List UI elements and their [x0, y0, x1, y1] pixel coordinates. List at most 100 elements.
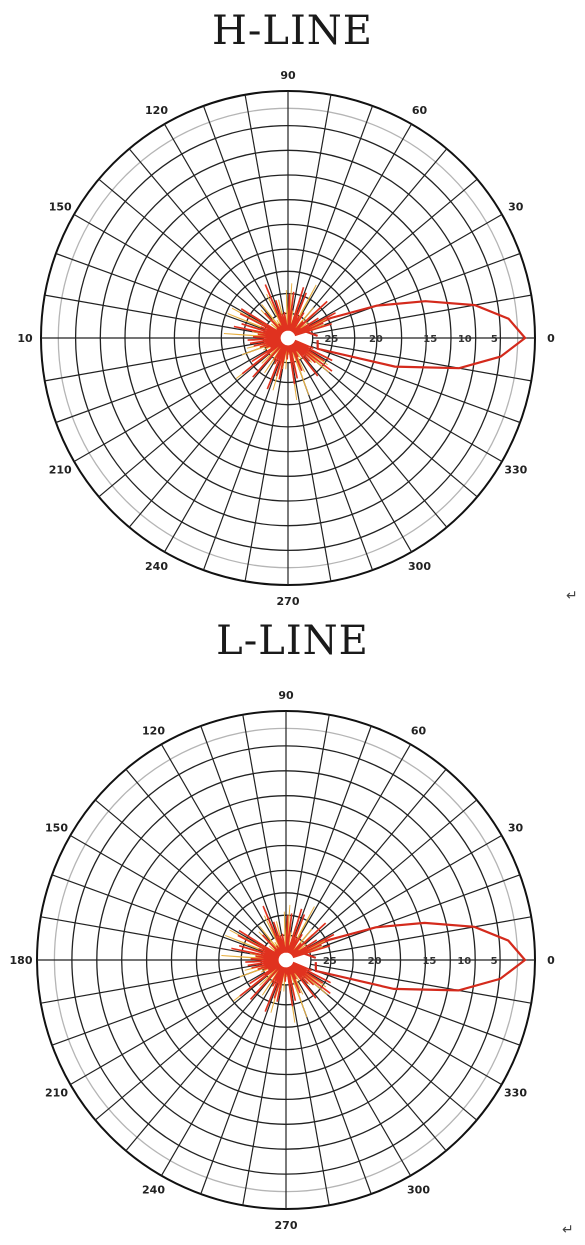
- angle-tick-label: 270: [277, 595, 300, 608]
- polar-grid-spoke: [51, 874, 263, 953]
- polar-chart-l-line: 0 30 60 90 120 150 180 210 240 270 300 330 5 10 15 20 25: [10, 689, 556, 1230]
- polar-grid-spoke: [94, 799, 268, 945]
- polar-grid-spoke: [94, 975, 268, 1121]
- angle-tick-label: 330: [504, 1087, 527, 1100]
- polar-grid-spoke: [304, 799, 478, 945]
- polar-grid-spoke: [295, 105, 374, 316]
- polar-grid-spoke: [98, 353, 270, 498]
- angle-tick-label: 240: [145, 560, 168, 573]
- polar-grid-spoke: [242, 714, 283, 936]
- polar-grid-spoke: [306, 353, 478, 498]
- polar-grid-spoke: [293, 983, 372, 1195]
- chart-title-l-line: L-LINE: [216, 618, 369, 664]
- polar-grid-spoke: [304, 975, 478, 1121]
- polar-grid-spoke: [309, 967, 521, 1046]
- polar-grid-spoke: [128, 356, 273, 528]
- angle-tick-label: 90: [278, 689, 294, 702]
- angle-tick-label: 30: [508, 822, 524, 835]
- polar-grid-spoke: [163, 123, 277, 317]
- polar-grid-spoke: [128, 148, 273, 320]
- radial-tick-label: 20: [368, 956, 382, 967]
- angle-tick-label: 60: [412, 104, 428, 117]
- polar-grid-spoke: [125, 978, 271, 1152]
- polar-grid-spoke: [301, 768, 447, 942]
- polar-grid-spoke: [73, 349, 267, 463]
- radial-tick-label: 10: [458, 334, 472, 345]
- polar-grid-spoke: [293, 725, 372, 937]
- angle-tick-label: 210: [45, 1087, 68, 1100]
- polar-grid-spoke: [200, 983, 279, 1195]
- angle-tick-label: 300: [407, 1184, 430, 1197]
- angle-tick-label: 90: [280, 69, 296, 82]
- polar-grid-spoke: [200, 725, 279, 937]
- polar-grid-spoke: [299, 123, 413, 317]
- radial-tick-label: 10: [457, 956, 471, 967]
- polar-grid-spoke: [299, 359, 413, 553]
- radial-tick-label: 25: [324, 334, 338, 345]
- polar-grid-spoke: [301, 978, 447, 1152]
- polar-grid-spoke: [289, 714, 330, 936]
- polar-grid-spoke: [70, 834, 265, 949]
- return-mark-icon: ↵: [566, 588, 578, 604]
- polar-grid-spoke: [202, 105, 281, 316]
- angle-tick-label: 30: [508, 201, 524, 214]
- angle-tick-label: 10: [17, 332, 33, 345]
- polar-grid-spoke: [303, 356, 448, 528]
- polar-grid-spoke: [51, 967, 263, 1046]
- polar-grid-spoke: [55, 252, 266, 331]
- polar-grid-spoke: [297, 744, 412, 939]
- angle-tick-label: 300: [408, 560, 431, 573]
- polar-grid-spoke: [98, 178, 270, 323]
- polar-grid-spoke: [163, 359, 277, 553]
- angle-tick-label: 150: [45, 822, 68, 835]
- polar-grid-spoke: [125, 768, 271, 942]
- polar-grid-spoke: [312, 294, 532, 335]
- polar-grid-spoke: [312, 341, 532, 382]
- polar-grid-spoke: [307, 971, 502, 1086]
- polar-grid-spoke: [309, 213, 503, 327]
- radial-tick-label: 20: [369, 334, 383, 345]
- angle-tick-label: 60: [411, 725, 427, 738]
- angle-tick-label: 120: [145, 104, 168, 117]
- polar-grid-spoke: [160, 744, 275, 939]
- polar-grid-spoke: [310, 345, 521, 424]
- polar-grid-spoke: [244, 94, 285, 314]
- series-line-main-lobe: [298, 300, 527, 370]
- polar-grid-spoke: [44, 341, 264, 382]
- polar-grid-spoke: [306, 178, 478, 323]
- polar-grid-spoke: [303, 148, 448, 320]
- angle-tick-label: 330: [504, 464, 527, 477]
- angle-tick-label: 0: [547, 332, 555, 345]
- radial-tick-label: 5: [491, 956, 498, 967]
- angle-tick-label: 270: [275, 1219, 298, 1230]
- radial-tick-label: 25: [323, 956, 337, 967]
- polar-grid-spoke: [70, 971, 265, 1086]
- angle-tick-label: 120: [142, 725, 165, 738]
- chart-title-h-line: H-LINE: [212, 8, 373, 54]
- polar-grid-spoke: [40, 916, 262, 957]
- polar-grid-spoke: [295, 360, 374, 571]
- series-line-sidelobes: [231, 905, 335, 1012]
- radial-tick-label: 15: [423, 334, 437, 345]
- angle-tick-label: 150: [49, 201, 72, 214]
- angle-tick-label: 0: [547, 954, 555, 967]
- polar-grid-spoke: [310, 916, 532, 957]
- series-line-sidelobes: [233, 284, 336, 390]
- polar-grid-spoke: [40, 963, 262, 1004]
- angle-tick-label: 180: [10, 954, 33, 967]
- polar-grid-spoke: [309, 874, 521, 953]
- polar-grid-spoke: [310, 252, 521, 331]
- polar-grid-spoke: [289, 984, 330, 1206]
- polar-grid-spoke: [202, 360, 281, 571]
- angle-tick-label: 210: [49, 464, 72, 477]
- polar-grid-spoke: [309, 349, 503, 463]
- radial-tick-label: 5: [491, 334, 498, 345]
- polar-grid-spoke: [291, 94, 332, 314]
- angle-tick-label: 240: [142, 1184, 165, 1197]
- polar-chart-h-line: 0 30 60 90 120 150 10 210 240 270 300 330 5 10 15 20 25: [17, 69, 555, 608]
- polar-grid-spoke: [44, 294, 264, 335]
- return-mark-icon: ↵: [562, 1222, 574, 1238]
- radial-tick-label: 15: [422, 956, 436, 967]
- polar-grid-spoke: [73, 213, 267, 327]
- polar-grid-spoke: [160, 981, 275, 1176]
